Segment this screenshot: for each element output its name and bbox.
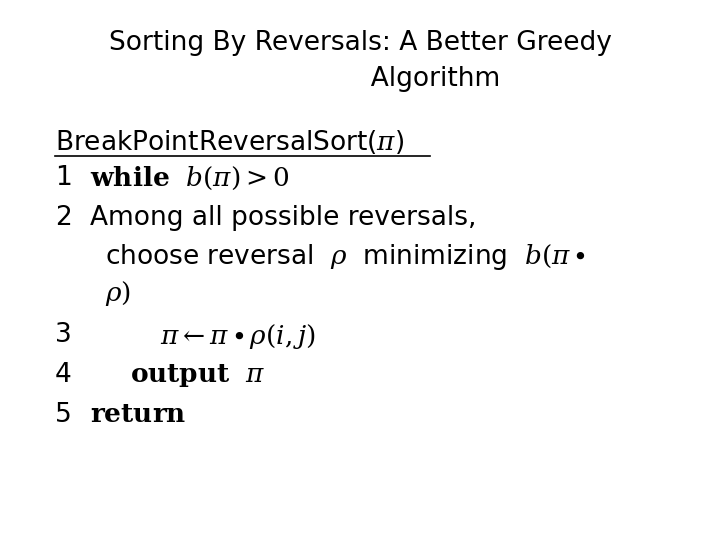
Text: $\mathbf{return}$: $\mathbf{return}$ [90, 402, 186, 428]
Text: choose reversal  $\rho$  minimizing  $b(\pi \bullet$: choose reversal $\rho$ minimizing $b(\pi… [105, 242, 586, 272]
Text: 3: 3 [55, 322, 72, 348]
Text: 4: 4 [55, 362, 72, 388]
Text: Among all possible reversals,: Among all possible reversals, [90, 205, 477, 231]
Text: $\rho)$: $\rho)$ [105, 279, 131, 308]
Text: 1: 1 [55, 165, 72, 191]
Text: $\mathbf{while}$  $b(\pi) > 0$: $\mathbf{while}$ $b(\pi) > 0$ [90, 165, 289, 192]
Text: $\mathbf{output}$  $\pi$: $\mathbf{output}$ $\pi$ [130, 362, 265, 389]
Text: BreakPointReversalSort($\pi$): BreakPointReversalSort($\pi$) [55, 128, 404, 156]
Text: $\pi \leftarrow \pi \bullet \rho(i, j)$: $\pi \leftarrow \pi \bullet \rho(i, j)$ [160, 322, 316, 351]
Text: 2: 2 [55, 205, 72, 231]
Text: 5: 5 [55, 402, 72, 428]
Text: Sorting By Reversals: A Better Greedy
                  Algorithm: Sorting By Reversals: A Better Greedy Al… [109, 30, 611, 92]
